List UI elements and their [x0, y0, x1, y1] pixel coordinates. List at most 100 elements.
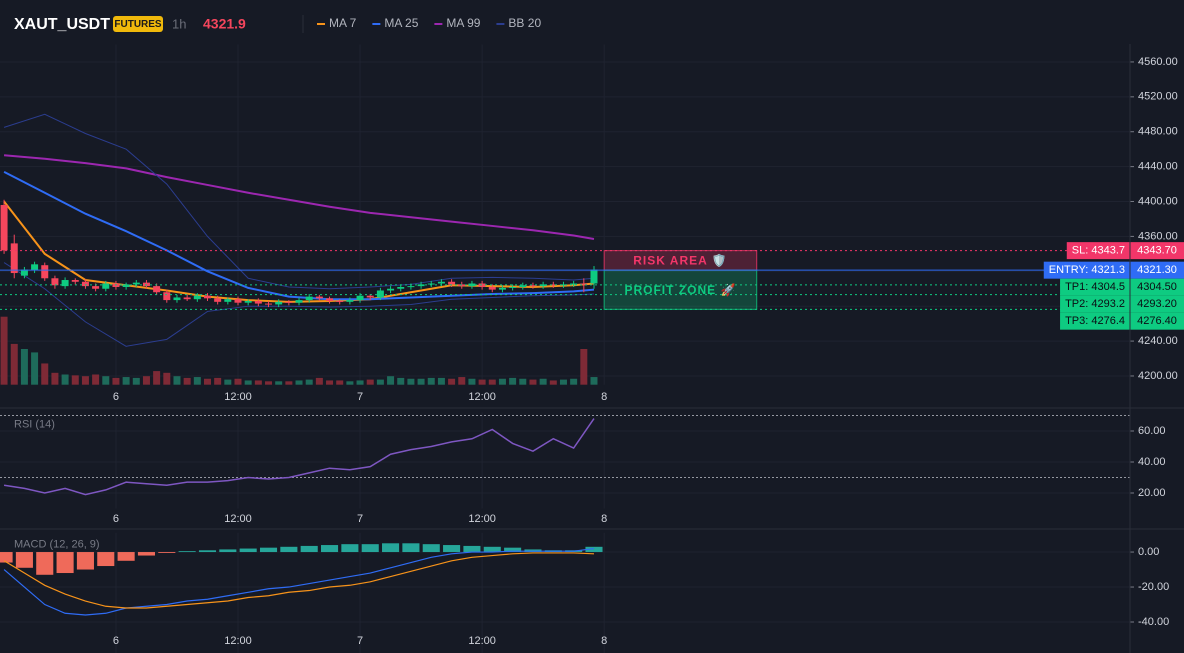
volume-bar — [275, 381, 283, 385]
plot: RISK AREA 🛡️ PROFIT ZONE 🚀 4343.70 SL: 4343… — [0, 113, 1184, 616]
candle-body — [326, 298, 334, 301]
volume-bar — [305, 379, 313, 385]
candle-body — [509, 287, 517, 289]
candle-body — [61, 280, 69, 287]
volume-bar — [295, 380, 303, 385]
volume-bar — [427, 377, 435, 385]
candle-body — [387, 288, 395, 291]
volume-bar — [193, 377, 201, 385]
candle-body — [336, 300, 344, 302]
interval[interactable]: 1h — [172, 16, 186, 31]
volume-bar — [519, 378, 527, 385]
volume-bar — [51, 372, 59, 385]
level-axis-label: 4293.20 — [1137, 298, 1177, 310]
x-tick-label: 7 — [357, 513, 363, 525]
series-line — [3, 262, 595, 347]
zone-label: PROFIT ZONE 🚀 — [624, 283, 736, 297]
candle-body — [559, 284, 567, 286]
histogram-bar — [15, 552, 33, 568]
legend-label[interactable]: MA 99 — [446, 16, 480, 30]
candle-body — [488, 287, 496, 290]
histogram-bar — [402, 543, 420, 553]
series-line — [3, 154, 595, 241]
volume-bar — [366, 379, 374, 385]
candle-body — [41, 265, 49, 279]
level-label: TP1: 4304.5 — [1065, 281, 1125, 293]
candle-body — [132, 282, 140, 285]
histogram-bar — [504, 547, 522, 553]
volume-bar — [498, 378, 506, 385]
volume-bar — [559, 379, 567, 385]
histogram-bar — [76, 552, 94, 570]
volume-bar — [183, 377, 191, 385]
candle-body — [31, 264, 39, 271]
candle-body — [0, 205, 8, 251]
volume-bar — [71, 375, 79, 385]
candle-body — [163, 292, 171, 301]
candle-body — [224, 299, 232, 302]
x-tick-label: 8 — [601, 513, 607, 525]
histogram-bar — [97, 552, 115, 567]
level-axis-tag — [1130, 278, 1184, 296]
level-axis-label: 4304.50 — [1137, 281, 1177, 293]
candle-body — [478, 283, 486, 288]
y-tick-label: 40.00 — [1138, 456, 1166, 468]
volume-bar — [142, 376, 150, 385]
volume-bar — [356, 380, 364, 385]
histogram-bar — [382, 543, 400, 553]
volume-bar — [346, 381, 354, 385]
series-line — [3, 113, 595, 290]
candle-body — [376, 290, 384, 298]
candle-body — [539, 284, 547, 287]
histogram-bar — [137, 552, 156, 556]
histogram-bar — [280, 546, 298, 553]
last-price: 4321.9 — [203, 16, 246, 32]
level-label: TP3: 4276.4 — [1065, 315, 1125, 327]
level-tag — [1060, 312, 1130, 330]
volume-bar — [397, 377, 405, 385]
histogram-bar — [56, 552, 74, 574]
level-axis-tag — [1130, 295, 1184, 313]
symbol[interactable]: XAUT_USDT — [14, 16, 110, 33]
histogram-bar — [158, 552, 176, 553]
volume-bar — [488, 379, 496, 385]
level-axis-label: 4343.70 — [1137, 245, 1177, 257]
candle-body — [437, 281, 445, 284]
y-tick-label: -20.00 — [1138, 581, 1169, 593]
histogram-bar — [178, 551, 196, 553]
legend-label[interactable]: MA 25 — [384, 16, 418, 30]
x-tick-label: 8 — [601, 635, 607, 647]
volume-bar — [549, 380, 557, 385]
candle-body — [397, 287, 405, 289]
volume-bar — [285, 381, 293, 385]
volume-bar — [20, 349, 28, 385]
legend-label[interactable]: BB 20 — [508, 16, 541, 30]
candle-body — [102, 283, 110, 289]
volume-bar — [570, 378, 578, 385]
volume-bar — [10, 343, 18, 385]
legend-label[interactable]: MA 7 — [329, 16, 357, 30]
histogram-bar — [585, 546, 603, 553]
volume-bar — [265, 381, 273, 385]
x-tick-label: 12:00 — [224, 635, 252, 647]
candle-body — [153, 286, 161, 293]
candle-body — [315, 296, 323, 299]
volume-bar — [122, 377, 130, 385]
histogram-bar — [0, 552, 13, 563]
candle-body — [580, 283, 588, 285]
candle-body — [407, 286, 415, 288]
volume-bar — [61, 374, 69, 385]
candle-body — [51, 278, 59, 286]
zone-label: RISK AREA 🛡️ — [633, 254, 727, 268]
volume-bar — [417, 378, 425, 385]
badge-bg — [113, 16, 163, 32]
volume-bar — [31, 352, 39, 385]
volume-bar — [203, 378, 211, 385]
volume-bar — [244, 380, 252, 385]
candle-body — [275, 301, 283, 305]
candle-body — [92, 286, 100, 289]
x-tick-label: 6 — [113, 635, 119, 647]
